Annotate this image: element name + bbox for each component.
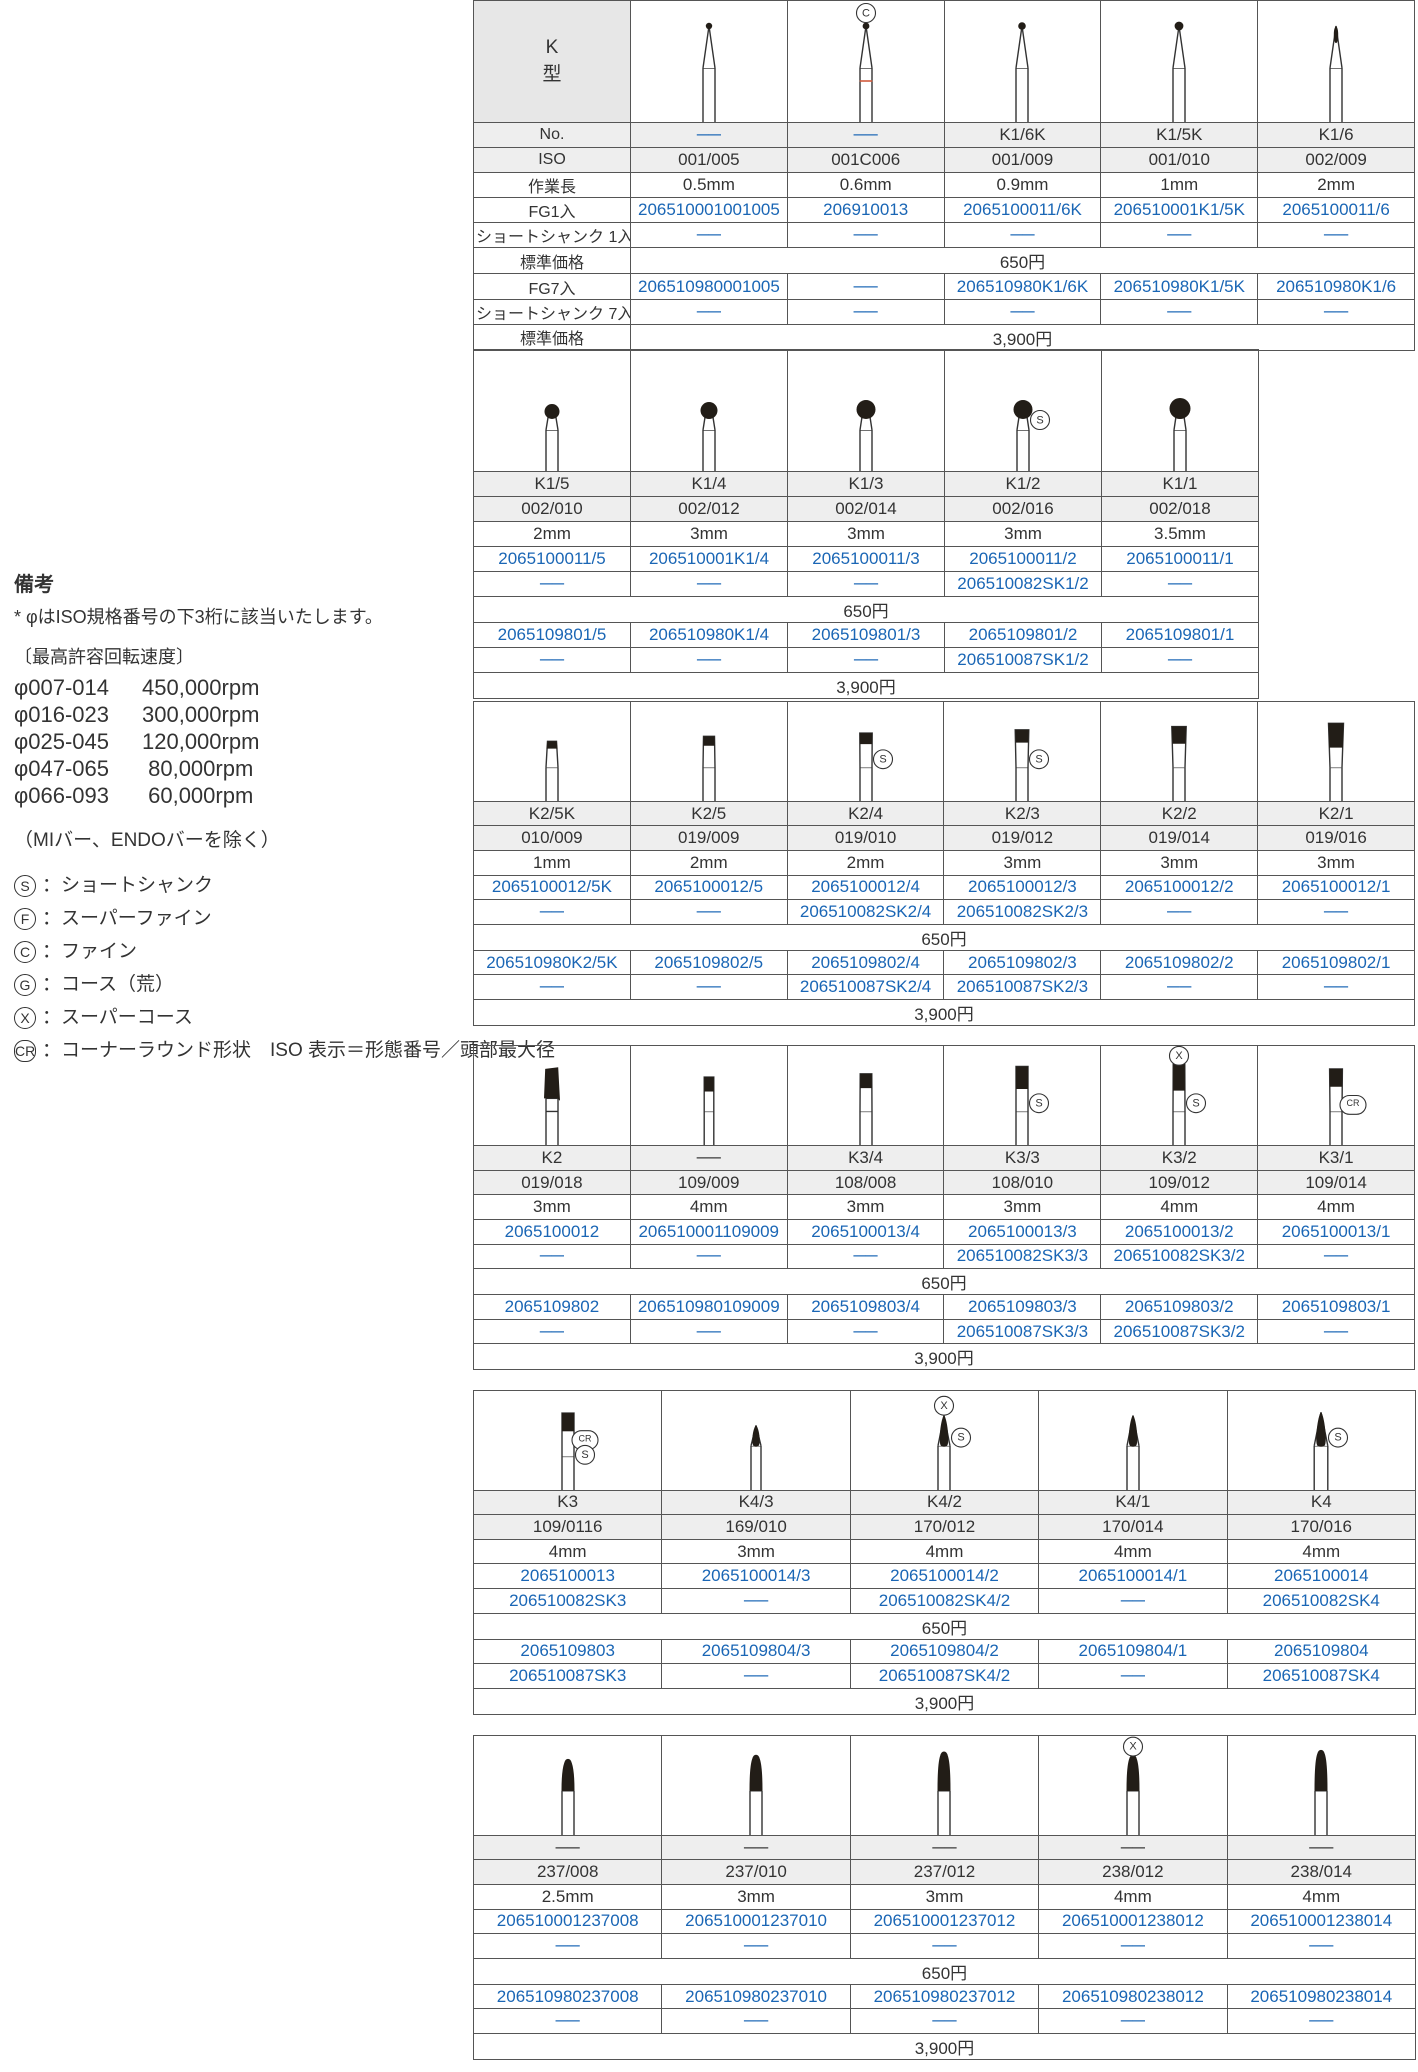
svg-text:X: X [1176,1050,1184,1062]
svg-text:X: X [941,1399,949,1411]
svg-text:C: C [862,8,870,20]
svg-text:S: S [1036,753,1043,765]
svg-text:S: S [958,1431,965,1443]
svg-text:S: S [879,753,886,765]
svg-text:CR: CR [578,1433,592,1443]
svg-text:CR: CR [1347,1098,1361,1108]
svg-text:S: S [1193,1098,1200,1110]
svg-text:X: X [1129,1741,1137,1753]
svg-text:S: S [1036,1098,1043,1110]
svg-text:S: S [1036,414,1043,426]
svg-text:S: S [581,1448,588,1460]
svg-text:S: S [1335,1431,1342,1443]
